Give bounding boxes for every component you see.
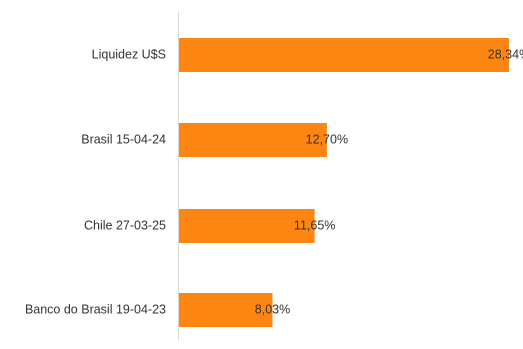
bar-3	[179, 293, 273, 327]
bar-0	[179, 38, 509, 72]
value-label-0: 28,34%	[488, 47, 523, 61]
bar-1	[179, 123, 327, 157]
category-label-0: Liquidez U$S	[92, 47, 166, 61]
category-label-3: Banco do Brasil 19-04-23	[25, 302, 166, 316]
bars-group: Liquidez U$S 28,34% Brasil 15-04-24 12,70% C…	[25, 38, 523, 327]
bar-2	[179, 209, 315, 243]
value-label-1: 12,70%	[306, 132, 348, 146]
category-label-2: Chile 27-03-25	[84, 218, 166, 232]
value-label-2: 11,65%	[294, 218, 335, 232]
value-label-3: 8,03%	[255, 302, 290, 316]
category-label-1: Brasil 15-04-24	[81, 132, 166, 146]
